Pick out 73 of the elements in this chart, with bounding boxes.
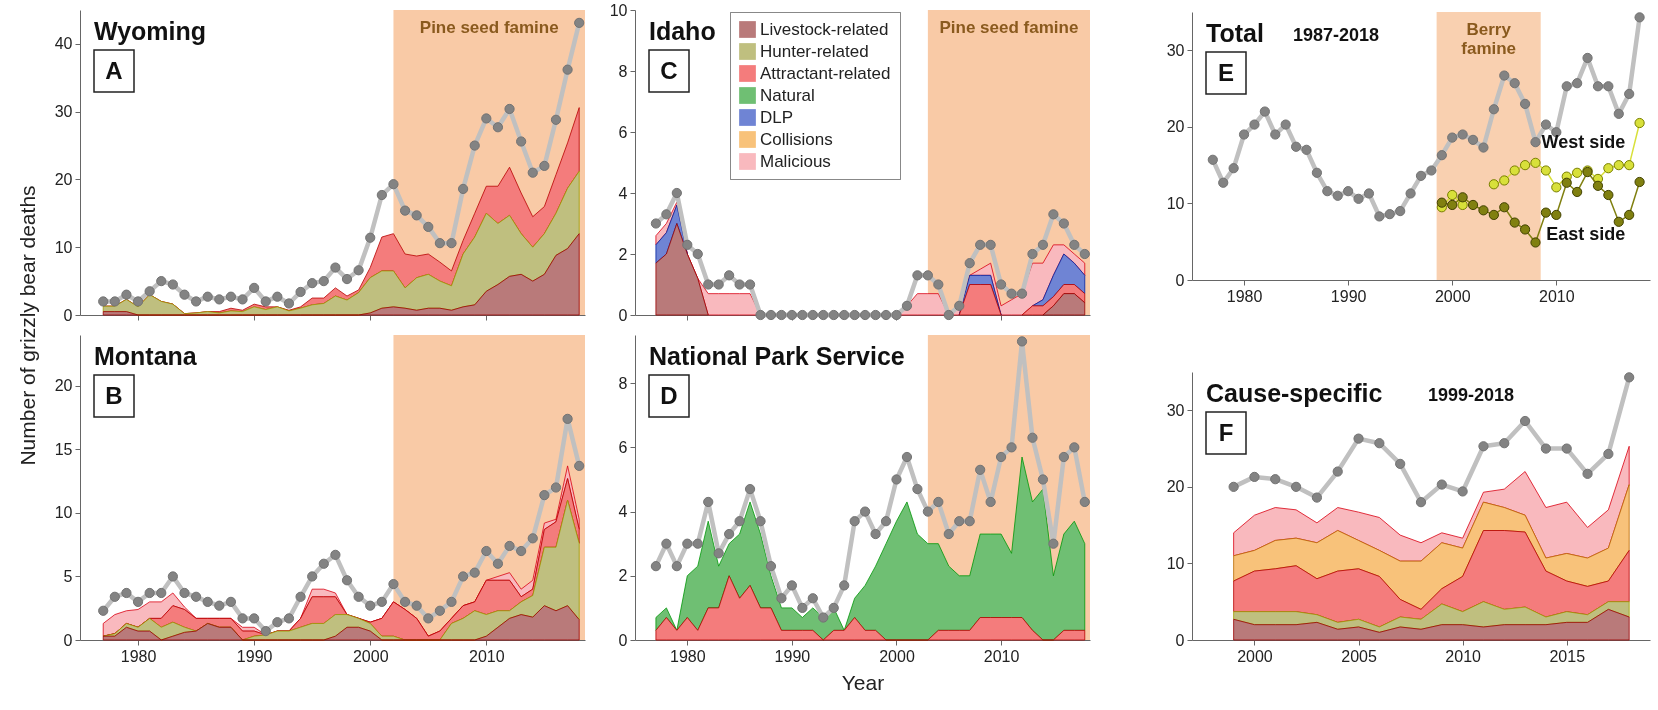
series-label: East side <box>1546 223 1626 244</box>
x-tick-label: 1990 <box>774 647 811 665</box>
legend-label: DLP <box>760 107 794 127</box>
x-tick-label: 2000 <box>1434 287 1471 305</box>
x-tick-label: 2000 <box>1237 647 1273 665</box>
x-tick-label: 2010 <box>1539 287 1575 305</box>
annotation: D <box>660 382 678 409</box>
y-tick-label: 0 <box>618 631 628 649</box>
y-axis-title: Number of grizzly bear deaths <box>15 185 39 466</box>
y-tick-label: 10 <box>609 1 628 19</box>
legend-label: Livestock-related <box>760 19 889 39</box>
x-tick-label: 1980 <box>120 647 157 665</box>
y-tick-label: 0 <box>63 631 73 649</box>
chart-title: National Park Service <box>649 342 905 370</box>
x-tick-label: 1990 <box>1330 287 1367 305</box>
legend-label: Hunter-related <box>760 41 869 61</box>
band-label: Pine seed famine <box>419 18 559 37</box>
y-tick-label: 20 <box>54 170 73 188</box>
y-tick-label: 10 <box>54 238 73 256</box>
y-tick-label: 5 <box>63 567 73 585</box>
y-tick-label: 6 <box>618 438 628 456</box>
y-tick-label: 0 <box>1175 271 1185 289</box>
y-tick-label: 20 <box>54 377 73 395</box>
y-tick-label: 10 <box>54 504 73 522</box>
text: 1987-2018 <box>1293 25 1380 45</box>
chart-title: Wyoming <box>94 17 207 45</box>
y-tick-label: 4 <box>618 184 628 202</box>
x-axis-title: Year <box>841 670 885 694</box>
y-tick-label: 15 <box>54 440 73 458</box>
y-tick-label: 0 <box>63 306 73 324</box>
x-tick-label: 2010 <box>469 647 505 665</box>
x-tick-label: 2015 <box>1549 647 1586 665</box>
x-tick-label: 2010 <box>983 647 1020 665</box>
x-tick-label: 2000 <box>879 647 915 665</box>
y-tick-label: 0 <box>618 306 628 324</box>
y-tick-label: 30 <box>54 103 73 121</box>
x-tick-label: 1980 <box>670 647 706 665</box>
y-tick-label: 20 <box>1166 118 1185 136</box>
band-label: Pine seed famine <box>939 18 1079 37</box>
y-tick-label: 30 <box>1166 401 1185 419</box>
annotation: F <box>1218 419 1234 446</box>
y-tick-label: 8 <box>618 62 628 80</box>
y-tick-label: 8 <box>618 374 628 392</box>
x-tick-label: 1980 <box>1226 287 1263 305</box>
legend-label: Natural <box>760 85 815 105</box>
annotation: B <box>105 382 123 409</box>
annotation: C <box>660 57 678 84</box>
x-tick-label: 2010 <box>1445 647 1482 665</box>
x-tick-label: 2005 <box>1341 647 1377 665</box>
y-tick-label: 10 <box>1166 194 1185 212</box>
legend-label: Collisions <box>760 129 833 149</box>
chart-title: Total <box>1206 19 1264 47</box>
y-tick-label: 0 <box>1175 631 1185 649</box>
y-tick-label: 4 <box>618 503 628 521</box>
y-tick-label: 30 <box>1166 41 1185 59</box>
annotation: A <box>105 57 123 84</box>
x-tick-label: 2000 <box>352 647 389 665</box>
legend-label: Attractant-related <box>760 63 891 83</box>
series-label: West side <box>1541 132 1626 153</box>
chart-title: Cause-specific <box>1206 379 1383 407</box>
y-tick-label: 6 <box>618 123 628 141</box>
y-tick-label: 20 <box>1166 478 1185 496</box>
y-tick-label: 2 <box>618 567 628 585</box>
chart-title: Idaho <box>649 17 716 45</box>
legend-label: Malicious <box>760 151 831 171</box>
y-tick-label: 2 <box>618 245 628 263</box>
annotation: E <box>1217 59 1235 86</box>
y-tick-label: 10 <box>1166 554 1185 572</box>
x-tick-label: 1990 <box>236 647 273 665</box>
text: 1999-2018 <box>1428 385 1515 405</box>
y-tick-label: 40 <box>54 35 73 53</box>
chart-title: Montana <box>94 342 198 370</box>
band-label: Berry famine <box>1461 20 1517 58</box>
